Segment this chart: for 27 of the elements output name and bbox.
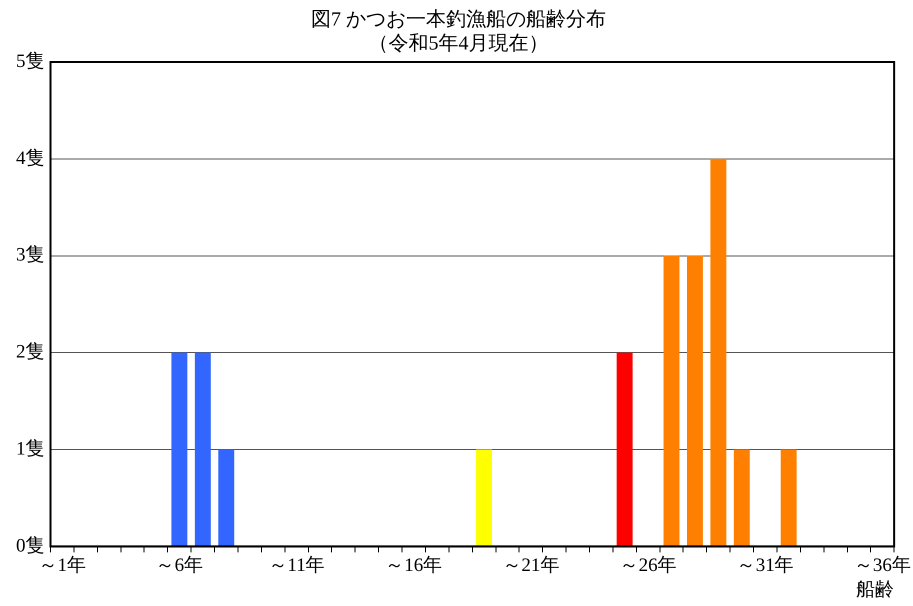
x-tick-label: ～1年	[38, 554, 86, 576]
x-tick-label: ～36年	[854, 554, 911, 576]
x-tick-label: ～21年	[502, 554, 560, 576]
x-tick-label: ～26年	[620, 554, 677, 576]
chart-title: 図7 かつお一本釣漁船の船齢分布	[311, 8, 606, 30]
y-tick-label: 5隻	[16, 50, 44, 72]
bar	[218, 450, 234, 546]
y-tick-label: 1隻	[16, 438, 44, 460]
bar	[476, 450, 492, 546]
bar	[194, 352, 211, 546]
y-tick-label: 2隻	[16, 342, 44, 363]
bar	[664, 256, 680, 546]
bar	[780, 450, 797, 546]
chart-subtitle: （令和5年4月現在）	[368, 32, 548, 54]
x-axis-title: 船齢	[856, 580, 894, 601]
bar	[171, 352, 188, 546]
y-tick-label: 4隻	[16, 148, 44, 169]
y-tick-label: 0隻	[16, 535, 44, 556]
y-tick-label: 3隻	[16, 244, 44, 266]
bar	[686, 256, 703, 546]
x-tick-label: ～6年	[156, 554, 204, 576]
x-tick-label: ～11年	[268, 554, 325, 576]
bar	[734, 450, 750, 546]
bar	[710, 158, 726, 546]
bar	[616, 352, 633, 546]
x-tick-label: ～16年	[385, 554, 442, 576]
x-tick-label: ～31年	[736, 554, 794, 576]
